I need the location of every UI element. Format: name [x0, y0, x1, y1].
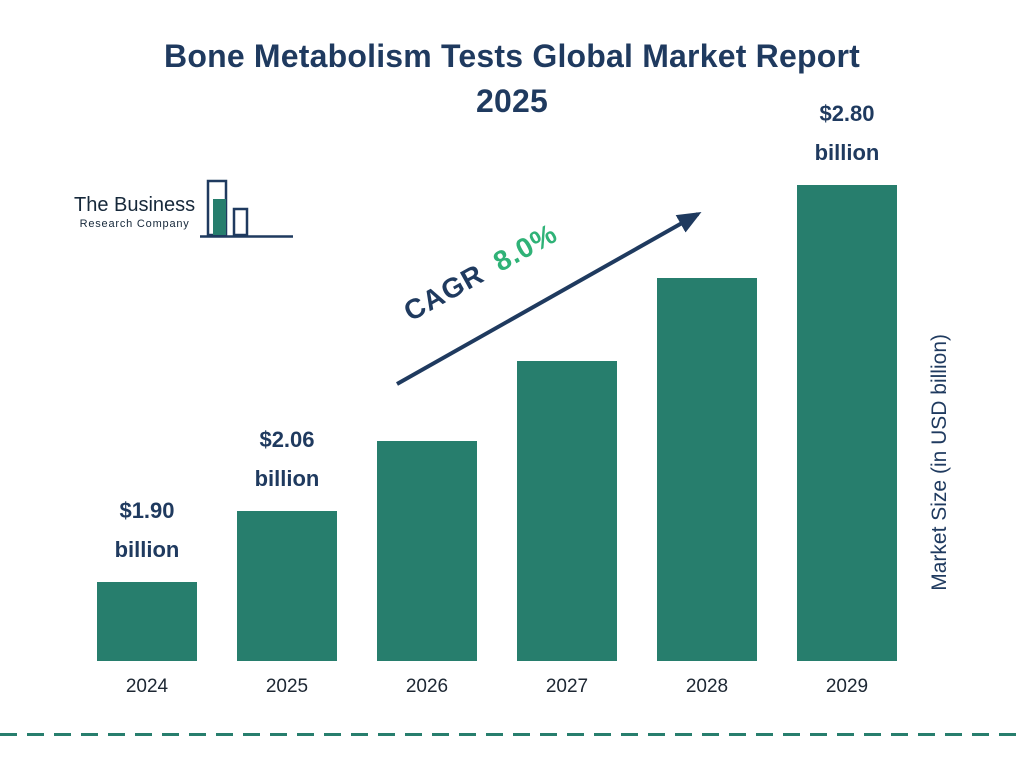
x-axis-label: 2029 [825, 676, 869, 697]
bar-column: $2.06 billion 2025 [237, 420, 337, 698]
bar [97, 582, 197, 661]
bar-chart-logo-icon [200, 179, 294, 238]
bar-value-label: $2.06 billion [254, 427, 320, 491]
logo-text: The Business Research Company [74, 194, 195, 244]
logo: The Business Research Company [74, 178, 295, 244]
bar-column: $1.90 billion 2024 [97, 491, 197, 698]
y-axis-title: Market Size (in USD billion) [928, 334, 951, 591]
x-axis-label: 2028 [685, 676, 729, 697]
bar [797, 185, 897, 661]
bar-value-label: $2.80 billion [814, 101, 880, 165]
bar-value-label: $1.90 billion [114, 498, 180, 562]
bar-chart: $1.90 billion 2024 $2.06 billion 2025 2026 2027… [97, 94, 897, 698]
x-axis-label: 2024 [125, 676, 169, 697]
x-axis-label: 2026 [405, 676, 449, 697]
title-line-2: 2025 [476, 83, 548, 119]
x-axis-label: 2027 [545, 676, 589, 697]
bar-column: 2026 [377, 441, 477, 698]
logo-company-name: The Business [74, 194, 196, 216]
bar [657, 278, 757, 661]
logo-company-subname: Research Company [79, 218, 190, 230]
bar [377, 441, 477, 661]
x-axis-label: 2025 [265, 676, 309, 697]
bar [517, 361, 617, 661]
bar-column: $2.80 billion 2029 [797, 94, 897, 698]
bar [237, 511, 337, 661]
page-title: Bone Metabolism Tests Global Market Repo… [0, 34, 1024, 124]
dashed-divider [0, 733, 1024, 736]
bar-column: 2028 [657, 278, 757, 698]
bar-column: 2027 [517, 361, 617, 698]
title-line-1: Bone Metabolism Tests Global Market Repo… [164, 38, 860, 74]
